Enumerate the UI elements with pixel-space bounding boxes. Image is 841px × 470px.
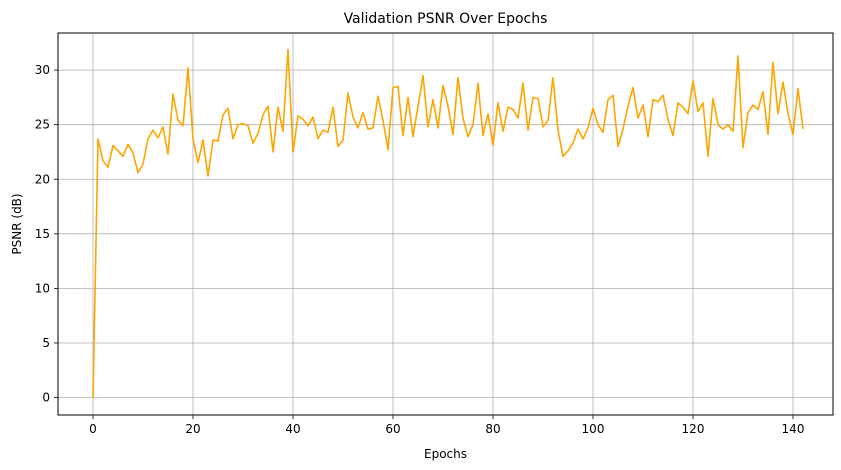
- x-tick-label: 60: [385, 422, 400, 436]
- y-axis-label: PSNR (dB): [10, 193, 24, 254]
- x-tick-label: 120: [682, 422, 705, 436]
- grid: [58, 33, 833, 415]
- x-tick-label: 140: [782, 422, 805, 436]
- y-tick-label: 5: [42, 336, 50, 350]
- x-tick-label: 80: [485, 422, 500, 436]
- y-axis: 0 5 10 15 20 25 30: [35, 63, 58, 405]
- y-tick-label: 30: [35, 63, 50, 77]
- y-tick-label: 20: [35, 172, 50, 186]
- y-tick-label: 0: [42, 391, 50, 405]
- x-tick-label: 20: [185, 422, 200, 436]
- chart-title: Validation PSNR Over Epochs: [344, 11, 548, 27]
- x-axis: 0 20 40 60 80 100 120 140: [89, 415, 804, 436]
- series-line: [92, 48, 804, 398]
- y-tick-label: 15: [35, 227, 50, 241]
- y-tick-label: 25: [35, 118, 50, 132]
- x-tick-label: 100: [582, 422, 605, 436]
- x-tick-label: 0: [89, 422, 97, 436]
- y-tick-label: 10: [35, 281, 50, 295]
- series-line-layer: [92, 48, 804, 398]
- plot-frame: [57, 32, 834, 416]
- x-axis-label: Epochs: [424, 447, 467, 461]
- x-tick-label: 40: [285, 422, 300, 436]
